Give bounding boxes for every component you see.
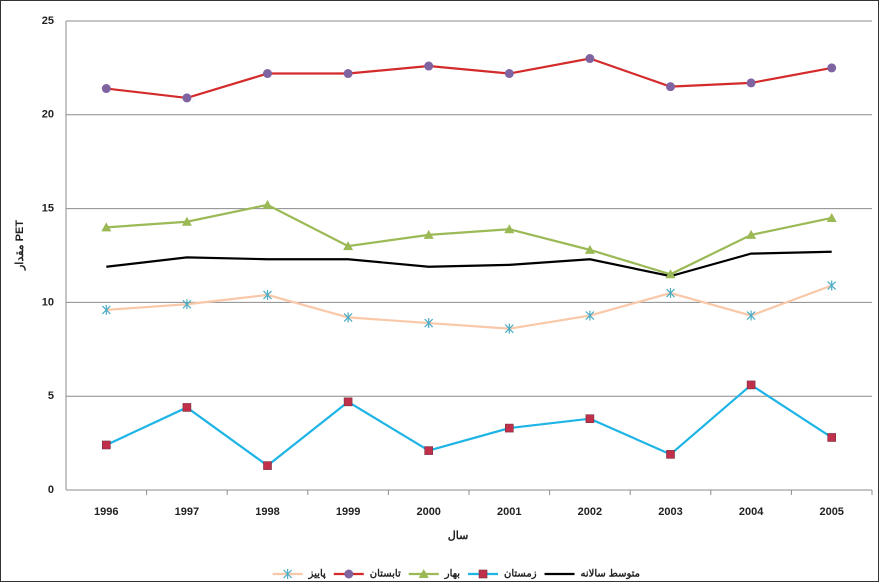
- series-line: [106, 250, 832, 278]
- marker: [584, 244, 595, 254]
- legend: متوسط سالانه زمستان بهار تابستان پاییز: [272, 569, 640, 580]
- marker: [746, 380, 756, 390]
- series-line: [106, 203, 832, 276]
- marker: [746, 229, 757, 239]
- marker: [746, 78, 756, 88]
- series-line: [106, 284, 833, 330]
- marker: [827, 63, 837, 73]
- marker: [424, 446, 434, 455]
- marker: [504, 69, 514, 79]
- x-tick-label: 2000: [416, 506, 440, 518]
- marker: [343, 312, 353, 323]
- marker: [343, 241, 354, 251]
- x-tick-label: 1997: [175, 506, 199, 518]
- marker: [424, 61, 434, 71]
- x-tick-label: 1998: [255, 506, 279, 518]
- marker: [263, 289, 272, 300]
- marker: [182, 299, 192, 310]
- marker: [182, 93, 192, 103]
- legend-label: زمستان: [504, 569, 537, 580]
- marker: [827, 433, 837, 442]
- marker: [665, 269, 676, 279]
- marker: [826, 212, 837, 222]
- y-tick-label: 0: [48, 484, 54, 496]
- x-tick-label: 2004: [739, 506, 764, 518]
- marker: [263, 461, 272, 470]
- marker: [746, 310, 756, 321]
- marker: [262, 199, 273, 209]
- series-line: [106, 57, 832, 100]
- legend-label: تابستان: [370, 569, 401, 580]
- marker: [423, 229, 434, 239]
- x-tick-label: 2001: [497, 506, 521, 518]
- legend-marker: [344, 569, 354, 579]
- marker: [585, 310, 595, 321]
- marker: [504, 323, 514, 334]
- y-tick-label: 5: [48, 390, 54, 402]
- marker: [101, 84, 111, 94]
- y-tick-label: 10: [42, 296, 54, 308]
- marker: [343, 397, 353, 407]
- marker: [182, 403, 192, 412]
- marker: [181, 216, 192, 226]
- x-tick-label: 1999: [336, 506, 360, 518]
- marker: [827, 280, 837, 291]
- legend-marker: [283, 569, 293, 579]
- marker: [666, 288, 675, 299]
- legend-label: پاییز: [308, 569, 326, 580]
- marker: [504, 423, 514, 433]
- marker: [263, 69, 272, 79]
- y-axis-label: مقدار PET: [14, 220, 26, 271]
- x-tick-label: 2005: [819, 506, 843, 518]
- legend-marker: [478, 569, 488, 579]
- x-tick-label: 1996: [94, 506, 118, 518]
- marker: [585, 54, 595, 64]
- marker: [102, 440, 111, 450]
- marker: [585, 414, 595, 424]
- x-axis-label: سال: [448, 530, 469, 542]
- y-tick-label: 20: [42, 109, 54, 121]
- marker: [666, 450, 675, 459]
- marker: [343, 69, 353, 79]
- marker: [504, 224, 515, 234]
- x-tick-label: 2003: [658, 506, 682, 518]
- marker: [101, 222, 112, 232]
- legend-marker: [418, 569, 429, 578]
- series-line: [105, 383, 833, 467]
- marker: [424, 318, 434, 329]
- marker: [666, 82, 675, 92]
- y-tick-label: 25: [42, 15, 54, 27]
- marker: [101, 304, 111, 315]
- legend-label: متوسط سالانه: [581, 569, 640, 580]
- legend-label: بهار: [444, 569, 460, 580]
- y-tick-label: 15: [42, 203, 54, 215]
- x-tick-label: 2002: [578, 506, 602, 518]
